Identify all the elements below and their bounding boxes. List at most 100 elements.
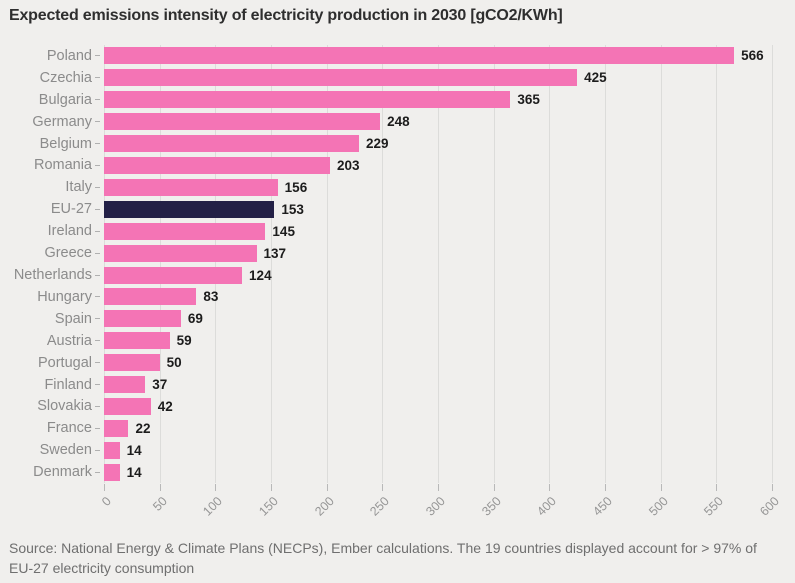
x-tick-mark: [660, 484, 662, 491]
value-label: 124: [249, 267, 272, 283]
bar: [104, 441, 120, 459]
bar-track: 229: [104, 135, 772, 153]
bar-row: Slovakia 42: [0, 396, 795, 418]
bar-row: Denmark 14: [0, 461, 795, 483]
bar-track: 248: [104, 113, 772, 131]
category-tick: [95, 362, 100, 364]
bar-track: 59: [104, 332, 772, 350]
category-label: Czechia: [39, 69, 92, 86]
value-label: 14: [126, 442, 142, 458]
category-label: Finland: [44, 376, 92, 393]
x-tick-mark: [215, 484, 217, 491]
gridline: [660, 45, 662, 483]
category-tick: [95, 208, 100, 210]
gridline: [549, 45, 551, 483]
bar-row: France 22: [0, 417, 795, 439]
x-tick-label: 500: [645, 494, 671, 519]
gridline: [605, 45, 606, 483]
category-label: Portugal: [37, 354, 92, 371]
bar-row: Ireland 145: [0, 220, 795, 242]
category-tick: [95, 230, 100, 232]
category-tick: [95, 405, 100, 407]
bar: [104, 354, 160, 372]
bar-track: 50: [104, 354, 772, 372]
value-label: 37: [152, 377, 168, 393]
bar-track: 37: [104, 376, 772, 394]
x-tick-mark: [493, 484, 495, 491]
x-tick-label: 400: [534, 494, 560, 519]
x-tick-mark: [438, 484, 439, 491]
bar-row: Finland 37: [0, 374, 795, 396]
bar: [104, 397, 151, 415]
value-label: 14: [126, 464, 142, 480]
category-label: Germany: [32, 113, 92, 130]
value-label: 42: [157, 398, 173, 414]
category-label: Spain: [54, 310, 92, 327]
category-tick: [95, 164, 100, 166]
category-label: Netherlands: [13, 267, 92, 284]
gridline: [493, 45, 495, 483]
category-tick: [95, 121, 100, 123]
value-label: 566: [741, 48, 764, 64]
x-tick-label: 250: [367, 494, 393, 519]
category-label: Romania: [33, 157, 92, 174]
bar-track: 203: [104, 156, 772, 174]
value-label: 50: [166, 355, 182, 371]
category-label: Poland: [46, 47, 92, 64]
gridline: [772, 45, 773, 483]
x-tick-label: 450: [590, 494, 615, 519]
bar-row: Hungary 83: [0, 286, 795, 308]
x-tick-label: 0: [99, 494, 114, 509]
category-tick: [95, 449, 100, 451]
bar: [104, 222, 266, 240]
bar-track: 153: [104, 200, 772, 218]
value-label: 229: [365, 136, 389, 152]
gridline: [326, 45, 328, 483]
bar-row: Poland 566: [0, 45, 795, 67]
bar: [104, 266, 243, 284]
category-label: Denmark: [33, 464, 92, 481]
bar: [104, 47, 735, 65]
value-label: 69: [187, 311, 203, 327]
bar-row: Italy 156: [0, 176, 795, 198]
bar: [104, 178, 278, 196]
bar-row: Portugal 50: [0, 352, 795, 374]
bar: [104, 113, 381, 131]
bar-row: Germany 248: [0, 111, 795, 133]
bar-track: 42: [104, 397, 772, 415]
category-label: France: [46, 420, 92, 437]
x-tick-mark: [549, 484, 551, 491]
category-label: Sweden: [39, 442, 92, 459]
category-label: Italy: [65, 179, 92, 196]
x-tick-mark: [772, 484, 773, 491]
bar-track: 156: [104, 178, 772, 196]
category-tick: [95, 55, 100, 57]
category-label: Belgium: [39, 135, 92, 152]
bar: [104, 91, 511, 109]
value-label: 22: [135, 420, 151, 436]
bar: [104, 69, 578, 87]
value-label: 365: [517, 92, 540, 108]
bar-track: 69: [104, 310, 772, 328]
value-label: 59: [176, 333, 192, 349]
category-tick: [95, 318, 100, 320]
source-note: Source: National Energy & Climate Plans …: [9, 540, 757, 577]
value-label: 203: [337, 157, 360, 173]
x-tick-mark: [605, 484, 606, 491]
bar: [104, 419, 129, 437]
category-tick: [95, 340, 100, 342]
x-tick-mark: [159, 484, 161, 491]
bar-track: 14: [104, 441, 772, 459]
value-label: 153: [281, 201, 304, 217]
plot-area: [104, 45, 773, 483]
category-tick: [95, 427, 100, 429]
gridline: [382, 45, 384, 483]
bar-row: Czechia 425: [0, 67, 795, 89]
category-tick: [95, 77, 100, 79]
gridline: [104, 45, 105, 483]
category-label: EU-27: [50, 201, 92, 218]
bar: [104, 156, 330, 174]
value-label: 425: [584, 70, 607, 86]
category-label: Slovakia: [37, 398, 92, 415]
category-tick: [95, 274, 100, 276]
